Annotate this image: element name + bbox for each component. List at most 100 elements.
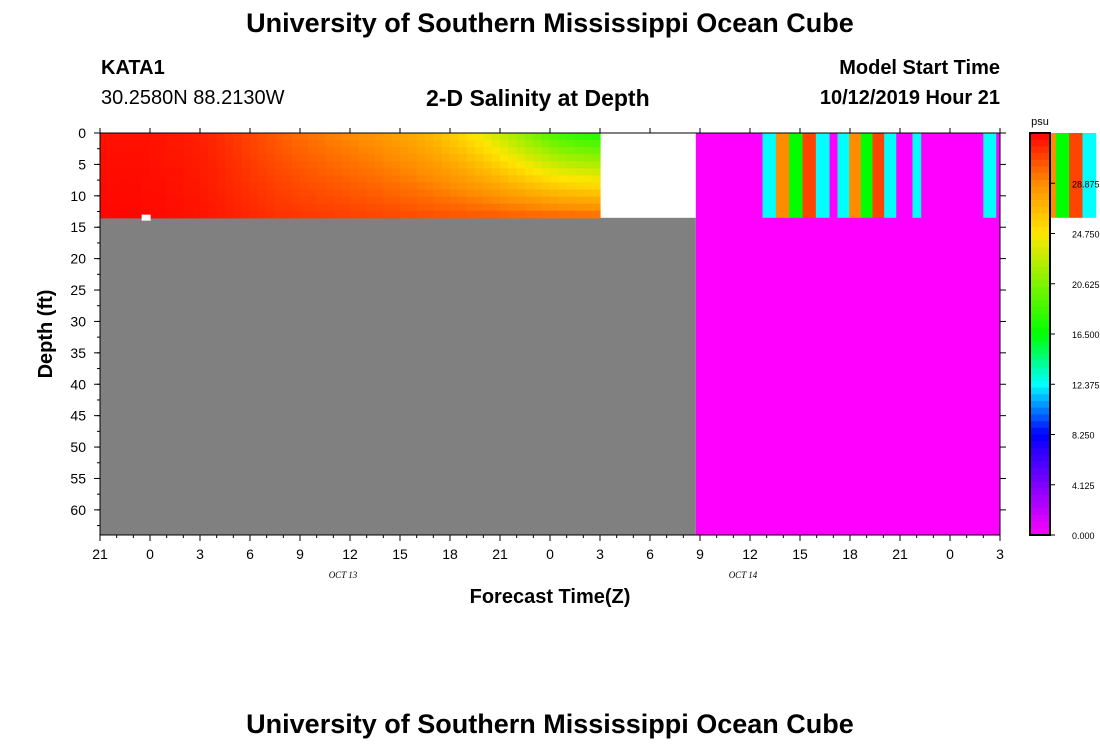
salinity-cell [208,147,218,155]
salinity-cell [533,161,543,169]
salinity-cell [225,175,234,184]
salinity-cell [541,154,551,162]
salinity-cell [100,133,109,141]
colorbar-segment [1030,494,1050,503]
salinity-cell [350,175,359,184]
salinity-cell [308,154,318,162]
salinity-cell [258,140,268,148]
salinity-cell [458,133,468,141]
salinity-cell [300,203,309,212]
salinity-cell [466,210,476,219]
salinity-cell [308,189,318,198]
colorbar-segment [1030,454,1050,462]
salinity-cell [525,154,534,162]
salinity-cell [283,147,293,155]
salinity-cell [166,210,176,219]
salinity-cell [391,133,401,141]
colorbar-segment [1030,360,1050,369]
salinity-cell [333,196,343,205]
salinity-cell [516,189,526,198]
y-tick-label: 20 [70,251,86,267]
salinity-cell [358,175,368,184]
salinity-cell [475,175,484,184]
salinity-cell [416,203,426,212]
salinity-cell [508,147,518,155]
x-tick-label: 0 [546,546,554,562]
salinity-cell [283,210,293,219]
salinity-cell [200,189,209,198]
salinity-cell [333,210,343,219]
salinity-cell [125,168,134,176]
salinity-cell [141,203,151,212]
salinity-cell [508,182,518,191]
salinity-cell [308,168,318,176]
salinity-cell [475,140,484,148]
y-tick-label: 35 [70,345,86,361]
colorbar-segment [1030,354,1050,362]
salinity-cell [383,154,393,162]
salinity-cell [558,147,568,155]
colorbar-segment [1030,300,1050,308]
salinity-cell [108,182,118,191]
colorbar-tick-label: 16.500 [1072,330,1100,340]
salinity-cell [500,161,509,169]
salinity-cell [575,182,584,191]
salinity-cell [208,210,218,219]
salinity-stripe [912,133,922,218]
salinity-cell [150,182,159,191]
salinity-cell [516,210,526,219]
salinity-cell [458,182,468,191]
salinity-cell [425,203,434,212]
x-tick-label: 9 [696,546,704,562]
y-tick-label: 45 [70,408,86,424]
salinity-cell [400,147,409,155]
salinity-cell [391,161,401,169]
salinity-cell [158,161,168,169]
salinity-cell [516,147,526,155]
salinity-cell [233,168,243,176]
salinity-cell [158,140,168,148]
salinity-cell [400,203,409,212]
salinity-cell [158,203,168,212]
salinity-cell [275,210,284,219]
salinity-cell [133,147,143,155]
salinity-cell [508,196,518,205]
salinity-cell [475,147,484,155]
salinity-cell [141,196,151,205]
salinity-cell [550,154,559,162]
salinity-cell [108,203,118,212]
salinity-cell [541,140,551,148]
salinity-cell [408,147,418,155]
salinity-cell [375,182,384,191]
salinity-cell [575,140,584,148]
salinity-cell [116,210,126,219]
salinity-cell [466,140,476,148]
salinity-cell [250,140,259,148]
salinity-cell [550,196,559,205]
salinity-stripe [837,133,850,218]
salinity-cell [341,189,351,198]
salinity-cell [508,175,518,184]
salinity-cell [525,147,534,155]
salinity-cell [216,175,226,184]
salinity-cell [375,168,384,176]
salinity-cell [233,196,243,205]
salinity-cell [266,203,276,212]
salinity-cell [441,168,451,176]
salinity-cell [150,203,159,212]
salinity-cell [100,168,109,176]
salinity-cell [466,175,476,184]
salinity-cell [516,182,526,191]
salinity-cell [508,133,518,141]
salinity-cell [475,189,484,198]
salinity-cell [208,175,218,184]
colorbar-segment [1030,280,1050,288]
salinity-cell [300,154,309,162]
salinity-cell [583,168,593,176]
colorbar-segment [1030,347,1050,355]
salinity-stripe [983,133,997,218]
salinity-cell [550,203,559,212]
salinity-cell [308,133,318,141]
x-tick-label: 3 [996,546,1004,562]
salinity-cell [416,154,426,162]
